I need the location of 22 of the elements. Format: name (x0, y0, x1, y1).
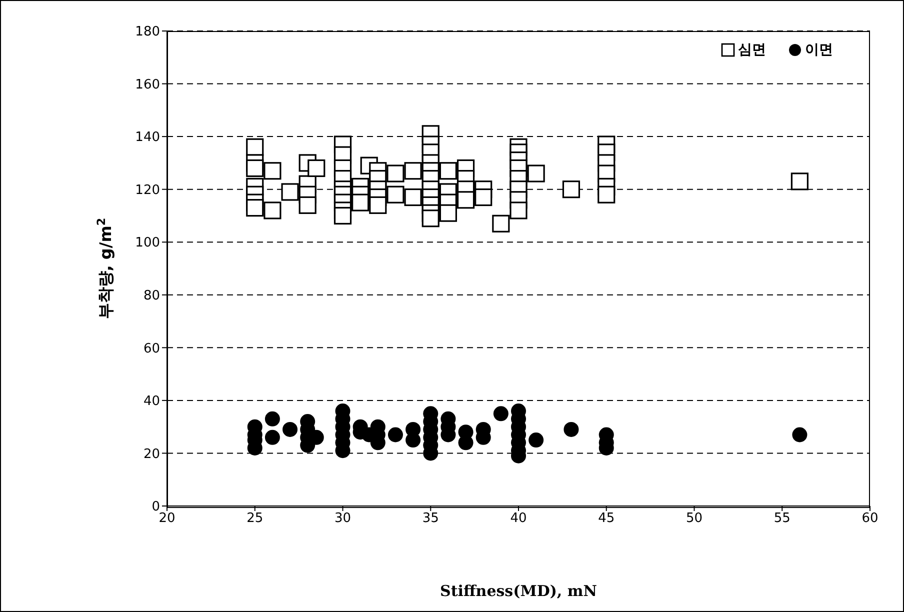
y-tick-label: 0 (152, 500, 160, 515)
y-tick-label: 40 (143, 394, 160, 410)
y-tick-label: 100 (135, 236, 160, 251)
y-tick-label: 20 (143, 446, 160, 462)
legend-label: 이면 (804, 41, 833, 59)
x-tick-label: 25 (246, 511, 264, 526)
y-tick-label: 160 (135, 77, 160, 92)
legend-label: 심면 (737, 41, 766, 59)
x-tick-label: 50 (686, 511, 703, 526)
x-tick-label: 30 (334, 511, 352, 526)
y-tick-label: 120 (135, 182, 160, 198)
x-tick-label: 55 (774, 511, 790, 526)
x-axis-title: Stiffness(MD), mN (440, 582, 598, 600)
x-tick-label: 35 (422, 511, 439, 526)
y-tick-label: 180 (135, 24, 160, 40)
x-tick-label: 40 (510, 511, 527, 526)
y-tick-label: 60 (143, 341, 160, 356)
x-tick-label: 45 (598, 511, 615, 526)
x-tick-label: 20 (158, 511, 176, 526)
y-tick-label: 80 (143, 288, 160, 304)
x-tick-label: 60 (862, 511, 878, 526)
y-tick-label: 140 (135, 130, 160, 146)
